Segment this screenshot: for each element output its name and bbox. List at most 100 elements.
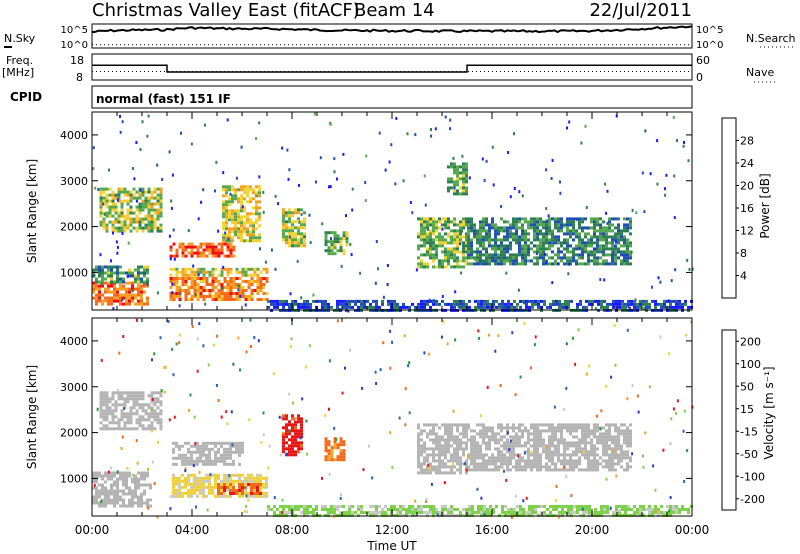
heatmap-cell (241, 479, 244, 483)
heatmap-cell (533, 435, 536, 439)
heatmap-cell (524, 462, 527, 466)
heatmap-cell (557, 456, 560, 460)
heatmap-cell (581, 247, 584, 251)
heatmap-cell (330, 452, 334, 456)
heatmap-cell (447, 253, 450, 257)
heatmap-cell (620, 465, 623, 469)
heatmap-cell (549, 302, 552, 306)
heatmap-cell (137, 277, 140, 281)
heatmap-cell (181, 245, 185, 249)
nsearch-label: N.Search (746, 32, 796, 45)
heatmap-cell (99, 427, 103, 431)
heatmap-cell (582, 505, 585, 508)
heatmap-cell (369, 511, 372, 514)
heatmap-cell (620, 232, 623, 236)
heatmap-cell (465, 465, 468, 469)
heatmap-cell (107, 302, 110, 306)
heatmap-cell (519, 299, 522, 303)
heatmap-cell (629, 423, 632, 427)
heatmap-cell (196, 450, 199, 454)
heatmap-cell (247, 295, 251, 298)
heatmap-cell (581, 432, 584, 436)
heatmap-cell (542, 441, 545, 445)
heatmap-cell (135, 439, 138, 443)
heatmap-cell (235, 295, 239, 298)
heatmap-cell (521, 235, 524, 239)
heatmap-cell (208, 441, 211, 445)
heatmap-cell (536, 426, 539, 430)
heatmap-cell (624, 305, 627, 309)
heatmap-cell (566, 250, 569, 254)
heatmap-cell (560, 429, 563, 433)
heatmap-cell (99, 412, 103, 416)
heatmap-cell (524, 229, 527, 233)
heatmap-cell (95, 280, 98, 284)
heatmap-cell (533, 229, 536, 233)
heatmap-cell (384, 168, 387, 172)
heatmap-cell (217, 483, 220, 486)
heatmap-cell (417, 453, 420, 457)
heatmap-cell (509, 459, 512, 463)
heatmap-cell (444, 302, 447, 306)
heatmap-cell (141, 229, 145, 233)
heatmap-cell (492, 508, 495, 511)
heatmap-cell (435, 238, 438, 242)
heatmap-cell (199, 479, 202, 483)
heatmap-cell (432, 229, 435, 233)
heatmap-cell (602, 250, 605, 254)
heatmap-cell (551, 256, 554, 260)
heatmap-cell (536, 244, 539, 248)
heatmap-cell (596, 256, 599, 260)
heatmap-cell (528, 305, 531, 309)
heatmap-cell (252, 227, 255, 231)
heatmap-cell (306, 505, 309, 508)
heatmap-cell (672, 511, 675, 514)
heatmap-cell (195, 505, 197, 509)
heatmap-cell (128, 290, 131, 294)
heatmap-cell (231, 221, 234, 225)
heatmap-cell (450, 456, 453, 460)
heatmap-cell (226, 453, 229, 457)
heatmap-cell (143, 492, 146, 496)
heatmap-cell (578, 423, 581, 427)
heatmap-cell (231, 227, 234, 231)
heatmap-cell (447, 232, 450, 236)
heatmap-cell (193, 273, 197, 277)
heatmap-cell (205, 277, 209, 280)
heatmap-cell (542, 429, 545, 433)
heatmap-cell (483, 302, 486, 306)
heatmap-cell (259, 247, 261, 251)
heatmap-cell (140, 498, 143, 502)
heatmap-cell (447, 235, 450, 239)
heatmap-cell (258, 233, 261, 237)
heatmap-cell (321, 505, 324, 508)
heatmap-cell (508, 448, 511, 452)
heatmap-cell (530, 438, 533, 442)
heatmap-cell (117, 418, 121, 422)
heatmap-cell (566, 217, 569, 221)
heatmap-cell (119, 302, 122, 306)
heatmap-cell (220, 283, 224, 286)
heatmap-cell (150, 214, 154, 218)
heatmap-cell (563, 450, 566, 454)
heatmap-cell (324, 240, 328, 244)
heatmap-cell (229, 298, 233, 301)
heatmap-cell (231, 197, 234, 201)
heatmap-cell (98, 492, 101, 496)
heatmap-cell (141, 226, 145, 230)
heatmap-cell (232, 245, 236, 249)
heatmap-cell (654, 511, 657, 514)
heatmap-cell (172, 491, 175, 495)
heatmap-cell (187, 273, 191, 277)
heatmap-cell (599, 432, 602, 436)
heatmap-cell (246, 191, 249, 195)
heatmap-cell (521, 256, 524, 260)
heatmap-cell (339, 449, 343, 453)
heatmap-cell (438, 232, 441, 236)
heatmap-cell (599, 441, 602, 445)
heatmap-cell (276, 305, 279, 309)
heatmap-cell (282, 414, 285, 418)
heatmap-cell (393, 302, 396, 306)
heatmap-cell (435, 256, 438, 260)
heatmap-cell (226, 242, 230, 246)
